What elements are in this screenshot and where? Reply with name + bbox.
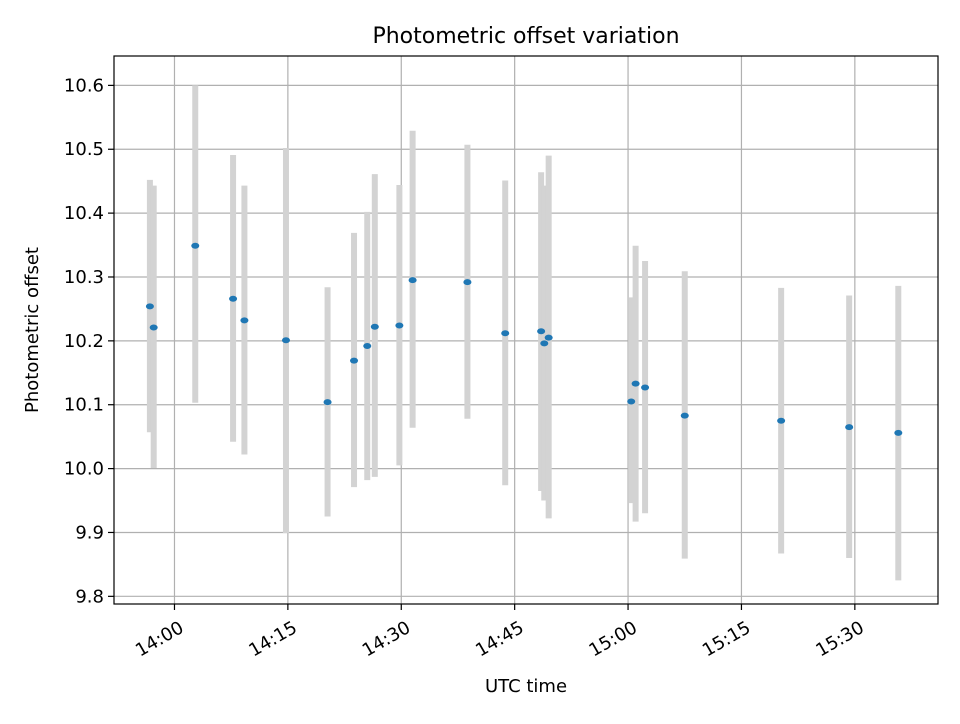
data-point: [680, 412, 689, 419]
data-point: [240, 317, 249, 324]
y-tick-label: 10.6: [64, 75, 104, 96]
data-point: [627, 398, 636, 405]
x-tick-label: 15:00: [586, 617, 641, 661]
point-layer: [145, 242, 903, 436]
data-point: [370, 323, 379, 330]
x-axis-label: UTC time: [485, 676, 567, 697]
x-tick-label: 14:00: [132, 617, 187, 661]
data-point: [540, 340, 549, 347]
data-point: [395, 322, 404, 329]
x-tick-label: 15:30: [812, 617, 867, 661]
data-point: [145, 303, 154, 310]
data-point: [777, 417, 786, 424]
data-point: [149, 324, 158, 331]
y-tick-label: 10.2: [64, 331, 104, 352]
data-point: [631, 380, 640, 387]
grid-layer: [114, 56, 938, 604]
x-tick-label: 15:15: [699, 617, 754, 661]
x-tick-label: 14:45: [472, 617, 527, 661]
data-point: [323, 399, 332, 406]
data-point: [894, 429, 903, 436]
y-tick-label: 10.1: [64, 395, 104, 416]
data-point: [641, 384, 650, 391]
data-point: [281, 337, 290, 344]
data-point: [544, 334, 553, 341]
plot-frame: [113, 55, 939, 605]
data-point: [229, 295, 238, 302]
data-point: [191, 242, 200, 249]
y-tick-label: 10.3: [64, 267, 104, 288]
errorbar-layer: [146, 85, 902, 581]
y-tick-label: 9.9: [75, 522, 104, 543]
y-tick-label: 9.8: [75, 586, 104, 607]
x-tick-label: 14:15: [245, 617, 300, 661]
data-point: [537, 328, 546, 335]
data-point: [463, 279, 472, 286]
data-point: [845, 424, 854, 431]
data-point: [501, 330, 510, 337]
y-tick-label: 10.0: [64, 459, 104, 480]
x-tick-label: 14:30: [359, 617, 414, 661]
y-tick-label: 10.5: [64, 139, 104, 160]
data-point: [408, 277, 417, 284]
chart-title: Photometric offset variation: [372, 24, 679, 49]
data-point: [350, 357, 359, 364]
data-point: [363, 342, 372, 349]
y-tick-label: 10.4: [64, 203, 104, 224]
y-axis-label: Photometric offset: [22, 247, 43, 413]
